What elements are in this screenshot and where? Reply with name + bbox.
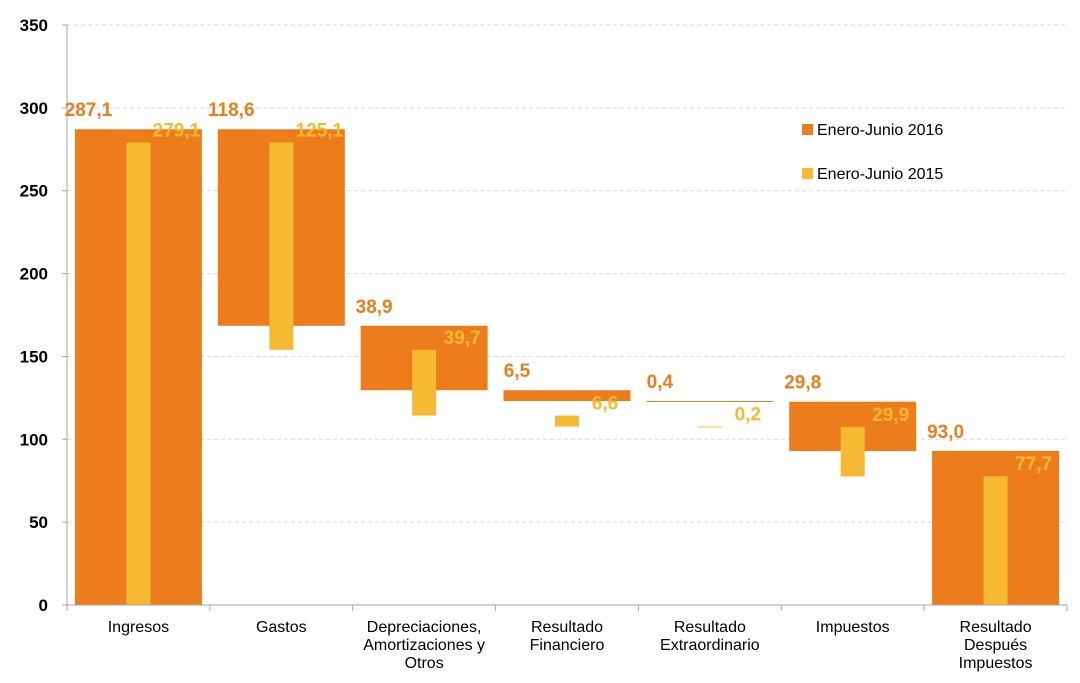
x-category-label: Ingresos [108, 619, 169, 636]
bar-2015 [840, 426, 865, 477]
data-label-2016: 0,4 [647, 372, 674, 393]
x-category-label: Impuestos [816, 619, 890, 636]
data-label-2016: 287,1 [65, 100, 113, 121]
data-label-2016: 118,6 [208, 100, 255, 121]
data-label-2015: 39,7 [444, 328, 481, 349]
y-tick-label: 0 [39, 596, 48, 615]
bar-2016 [646, 401, 774, 403]
data-label-2015: 29,9 [872, 405, 909, 426]
y-tick-label: 350 [20, 16, 48, 35]
y-tick-label: 250 [20, 182, 48, 201]
legend: Enero-Junio 2016 Enero-Junio 2015 [802, 122, 943, 183]
axes: 0 50 100 150 200 250 300 350 Ingresos Gastos Depre… [20, 16, 1068, 672]
y-tick-label: 300 [20, 99, 48, 118]
data-label-2015: 77,7 [1015, 454, 1052, 475]
y-tick-label: 50 [29, 513, 48, 532]
bar-2015 [126, 142, 151, 605]
y-tick-label: 100 [20, 430, 48, 449]
x-category-label: Resultado Extraordinario [660, 619, 760, 654]
y-tick-label: 150 [20, 347, 48, 366]
legend-label: Enero-Junio 2015 [817, 166, 943, 183]
data-label-2016: 29,8 [784, 373, 821, 394]
data-label-2015: 6,6 [592, 394, 618, 415]
y-tick-label: 200 [20, 265, 48, 284]
bars [74, 129, 1060, 605]
bar-2015 [412, 349, 437, 416]
bar-2015 [697, 426, 722, 428]
bar-2015 [555, 415, 579, 427]
data-labels: 287,1 279,1 118,6 125,1 38,9 39,7 6,5 6,6 0,4 0,2… [65, 100, 1052, 475]
data-label-2015: 279,1 [153, 120, 201, 141]
x-category-label: Gastos [256, 619, 307, 636]
bar-2016 [503, 390, 631, 402]
data-label-2016: 6,5 [504, 361, 531, 382]
x-category-label: Depreciaciones, Amortizaciones y Otros [363, 619, 485, 672]
bar-2015 [983, 476, 1008, 605]
data-label-2015: 125,1 [296, 120, 344, 141]
legend-swatch [802, 168, 813, 179]
data-label-2016: 38,9 [356, 297, 393, 318]
data-label-2016: 93,0 [927, 422, 964, 443]
legend-label: Enero-Junio 2016 [817, 122, 943, 139]
x-category-label: Resultado Después Impuestos [959, 619, 1033, 672]
bar-2015 [269, 142, 294, 350]
legend-swatch [802, 124, 813, 135]
x-category-label: Resultado Financiero [530, 619, 605, 654]
data-label-2015: 0,2 [735, 405, 761, 426]
